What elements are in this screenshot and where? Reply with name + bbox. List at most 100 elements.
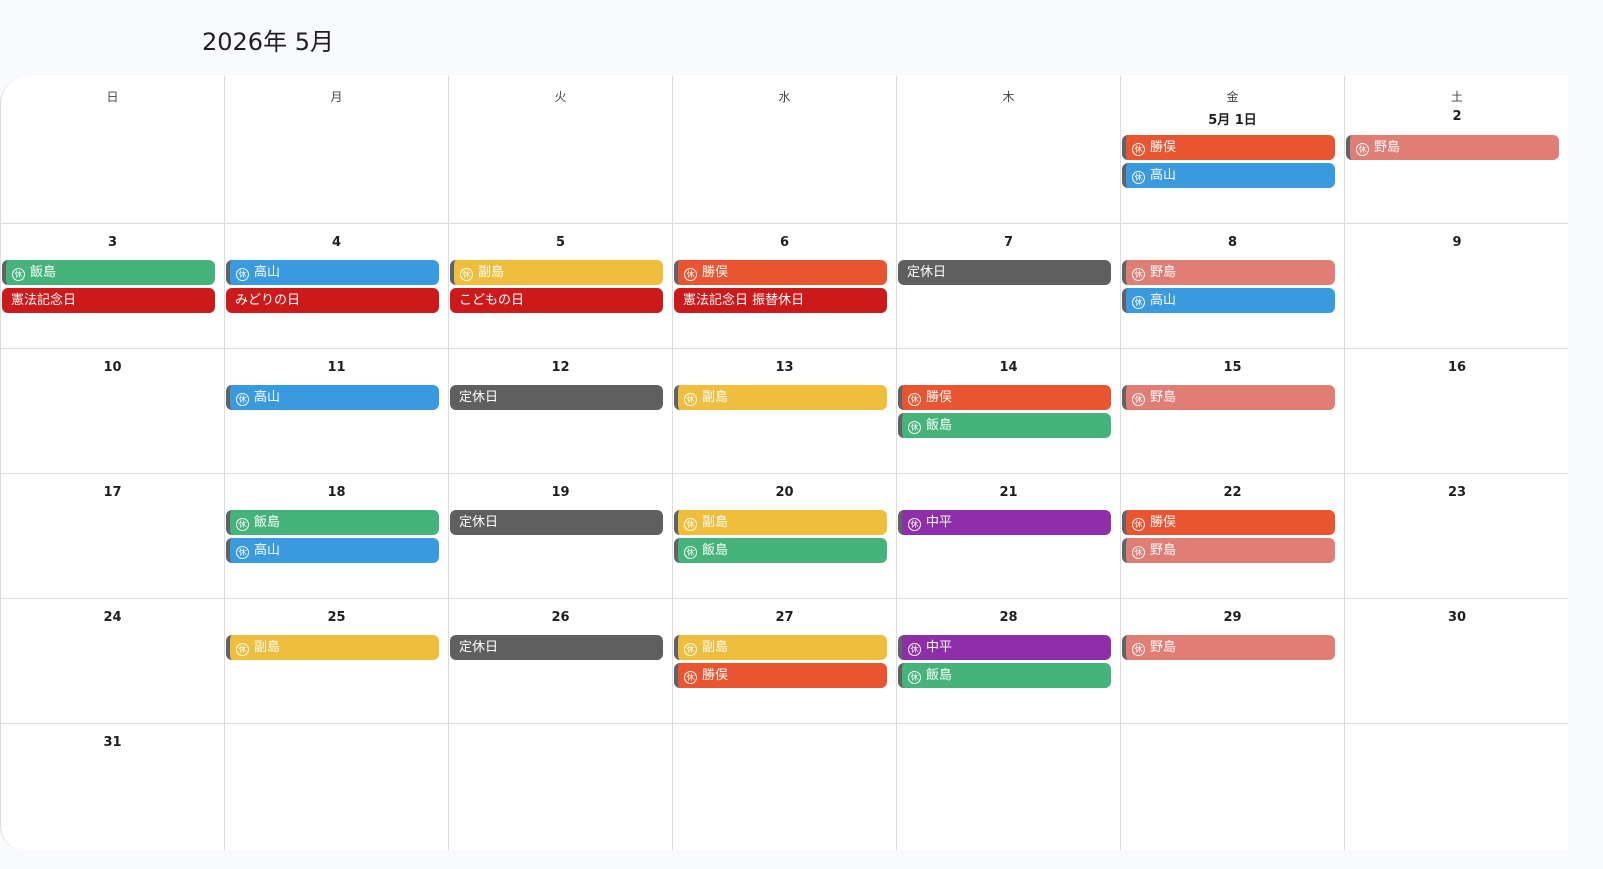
closed-day-event[interactable]: 定休日: [898, 260, 1111, 285]
date-number[interactable]: 17: [103, 485, 122, 500]
staff-day-off-event[interactable]: 休高山: [226, 538, 439, 563]
staff-day-off-event[interactable]: 休勝俣: [674, 663, 887, 688]
staff-day-off-event[interactable]: 休副島: [450, 260, 663, 285]
day-cell[interactable]: 14 休勝俣休飯島: [897, 349, 1121, 473]
day-cell[interactable]: 22 休勝俣休野島: [1121, 474, 1345, 598]
day-cell[interactable]: 19 定休日: [449, 474, 673, 598]
staff-day-off-event[interactable]: 休中平: [898, 635, 1111, 660]
date-number[interactable]: 14: [999, 360, 1018, 375]
day-cell[interactable]: 26 定休日: [449, 599, 673, 723]
staff-day-off-event[interactable]: 休勝俣: [1122, 510, 1335, 535]
staff-day-off-event[interactable]: 休勝俣: [674, 260, 887, 285]
day-cell[interactable]: 21 休中平: [897, 474, 1121, 598]
closed-day-event[interactable]: 定休日: [450, 510, 663, 535]
date-number[interactable]: 10: [103, 360, 122, 375]
day-cell[interactable]: 9: [1345, 224, 1568, 348]
day-cell[interactable]: 31: [1, 724, 225, 850]
date-number[interactable]: 27: [775, 610, 794, 625]
date-number[interactable]: 11: [327, 360, 346, 375]
day-cell[interactable]: 火: [449, 76, 673, 223]
staff-day-off-event[interactable]: 休野島: [1122, 635, 1335, 660]
day-cell[interactable]: 土 2 休野島: [1345, 76, 1568, 223]
day-cell[interactable]: 4 休高山みどりの日: [225, 224, 449, 348]
date-number[interactable]: 25: [327, 610, 346, 625]
day-cell[interactable]: 12 定休日: [449, 349, 673, 473]
day-cell[interactable]: 8 休野島休高山: [1121, 224, 1345, 348]
day-cell[interactable]: 15 休野島: [1121, 349, 1345, 473]
day-cell[interactable]: 木: [897, 76, 1121, 223]
day-cell[interactable]: 16: [1345, 349, 1568, 473]
day-cell[interactable]: [1345, 724, 1568, 850]
day-cell[interactable]: 17: [1, 474, 225, 598]
staff-day-off-event[interactable]: 休副島: [226, 635, 439, 660]
date-number[interactable]: 23: [1447, 485, 1467, 500]
staff-day-off-event[interactable]: 休野島: [1346, 135, 1559, 160]
staff-day-off-event[interactable]: 休飯島: [898, 663, 1111, 688]
date-number[interactable]: 24: [103, 610, 122, 625]
date-number[interactable]: 20: [775, 485, 794, 500]
date-number[interactable]: 13: [775, 360, 794, 375]
staff-day-off-event[interactable]: 休野島: [1122, 538, 1335, 563]
date-number[interactable]: 19: [551, 485, 570, 500]
staff-day-off-event[interactable]: 休副島: [674, 635, 887, 660]
holiday-event[interactable]: みどりの日: [226, 288, 439, 313]
day-cell[interactable]: 23: [1345, 474, 1568, 598]
date-number[interactable]: 26: [551, 610, 570, 625]
day-cell[interactable]: [897, 724, 1121, 850]
day-cell[interactable]: 25 休副島: [225, 599, 449, 723]
date-number[interactable]: 3: [107, 235, 118, 250]
date-number[interactable]: 7: [1003, 235, 1014, 250]
date-number[interactable]: 22: [1223, 485, 1242, 500]
day-cell[interactable]: [673, 724, 897, 850]
staff-day-off-event[interactable]: 休勝俣: [898, 385, 1111, 410]
date-number[interactable]: 16: [1447, 360, 1467, 375]
staff-day-off-event[interactable]: 休高山: [1122, 163, 1335, 188]
date-number[interactable]: 6: [779, 235, 790, 250]
staff-day-off-event[interactable]: 休副島: [674, 385, 887, 410]
date-number[interactable]: 5: [555, 235, 566, 250]
day-cell[interactable]: 3 休飯島 憲法記念日: [1, 224, 225, 348]
date-number[interactable]: 28: [999, 610, 1018, 625]
day-cell[interactable]: 11 休高山: [225, 349, 449, 473]
day-cell[interactable]: 水: [673, 76, 897, 223]
date-number[interactable]: 12: [551, 360, 570, 375]
date-number[interactable]: 2: [1452, 109, 1462, 124]
day-cell[interactable]: [225, 724, 449, 850]
date-number[interactable]: 9: [1452, 235, 1462, 250]
date-number[interactable]: 30: [1447, 610, 1467, 625]
staff-day-off-event[interactable]: 休中平: [898, 510, 1111, 535]
date-number[interactable]: 29: [1223, 610, 1242, 625]
holiday-event[interactable]: 憲法記念日 振替休日: [674, 288, 887, 313]
staff-day-off-event[interactable]: 休高山: [1122, 288, 1335, 313]
date-number[interactable]: 5月 1日: [1208, 113, 1257, 128]
date-number[interactable]: 21: [999, 485, 1018, 500]
date-number[interactable]: 18: [327, 485, 346, 500]
day-cell[interactable]: 月: [225, 76, 449, 223]
date-number[interactable]: 8: [1227, 235, 1238, 250]
staff-day-off-event[interactable]: 休高山: [226, 260, 439, 285]
day-cell[interactable]: 5 休副島こどもの日: [449, 224, 673, 348]
closed-day-event[interactable]: 定休日: [450, 635, 663, 660]
day-cell[interactable]: 20 休副島休飯島: [673, 474, 897, 598]
holiday-event[interactable]: こどもの日: [450, 288, 663, 313]
day-cell[interactable]: 日: [1, 76, 225, 223]
closed-day-event[interactable]: 定休日: [450, 385, 663, 410]
day-cell[interactable]: 29 休野島: [1121, 599, 1345, 723]
staff-day-off-event[interactable]: 休野島: [1122, 260, 1335, 285]
day-cell[interactable]: 28 休中平休飯島: [897, 599, 1121, 723]
day-cell[interactable]: 24: [1, 599, 225, 723]
date-number[interactable]: 31: [103, 735, 122, 750]
staff-day-off-event[interactable]: 休副島: [674, 510, 887, 535]
date-number[interactable]: 4: [331, 235, 342, 250]
day-cell[interactable]: [449, 724, 673, 850]
staff-day-off-event[interactable]: 休飯島: [2, 260, 215, 285]
staff-day-off-event[interactable]: 休勝俣: [1122, 135, 1335, 160]
day-cell[interactable]: 金 5月 1日休勝俣休高山: [1121, 76, 1345, 223]
day-cell[interactable]: 10: [1, 349, 225, 473]
day-cell[interactable]: 27 休副島休勝俣: [673, 599, 897, 723]
day-cell[interactable]: 13 休副島: [673, 349, 897, 473]
date-number[interactable]: 15: [1223, 360, 1242, 375]
staff-day-off-event[interactable]: 休飯島: [226, 510, 439, 535]
day-cell[interactable]: [1121, 724, 1345, 850]
day-cell[interactable]: 7 定休日: [897, 224, 1121, 348]
